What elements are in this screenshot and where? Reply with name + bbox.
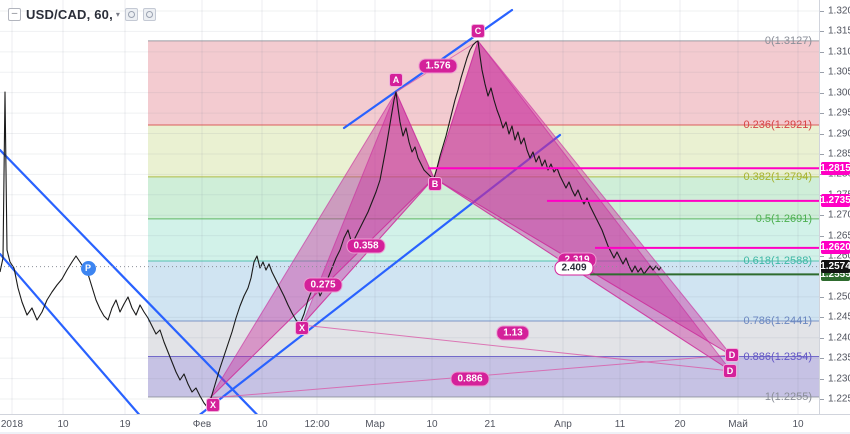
price-tick-label: 1.3050: [828, 66, 850, 78]
fib-zone: [148, 260, 819, 321]
chevron-down-icon[interactable]: ▾: [115, 10, 120, 19]
price-tick-mark: [820, 296, 824, 298]
price-tick-mark: [820, 113, 824, 115]
price-tick-label: 1.2850: [828, 148, 850, 160]
fib-zone: [148, 40, 819, 125]
fib-level-label: 1(1.2255): [764, 390, 812, 403]
collapse-button[interactable]: –: [8, 8, 21, 21]
pattern-point-label[interactable]: D: [723, 364, 737, 378]
pattern-ratio-label[interactable]: 0.275: [303, 277, 343, 293]
price-tick-mark: [820, 72, 824, 74]
price-tick-mark: [820, 398, 824, 400]
legend-icon-1[interactable]: [124, 8, 138, 21]
price-tick-label: 1.2400: [828, 332, 850, 344]
fib-zone: [148, 218, 819, 261]
price-tick-mark: [820, 31, 824, 33]
price-axis-tag: 1.2735: [820, 194, 850, 208]
last-price-tag: 1.2574: [820, 260, 850, 274]
time-tick-label: 12:00: [304, 419, 330, 430]
time-tick-label: 10: [256, 419, 268, 430]
time-tick-label: 11: [614, 419, 626, 430]
fib-level-label: 0.236(1.2921): [743, 118, 813, 131]
time-tick-label: 10: [426, 419, 438, 430]
price-tick-label: 1.2300: [828, 373, 850, 385]
price-tick-label: 1.3200: [828, 5, 850, 17]
time-axis[interactable]: 2018 10 19 Фев 10 12:00 Мар 10 21 Апр 11 20 Май 10: [0, 414, 850, 434]
price-tick-mark: [820, 337, 824, 339]
price-series: [0, 40, 662, 409]
fib-level-label: 0.382(1.2794): [743, 170, 813, 183]
pattern-ratio-label[interactable]: 1.13: [496, 325, 530, 341]
price-axis-tag: 1.2815: [820, 161, 850, 175]
price-tick-mark: [820, 256, 824, 258]
price-tick-mark: [820, 92, 824, 94]
price-tick-label: 1.3100: [828, 46, 850, 58]
time-tick-label: 19: [119, 419, 131, 430]
fib-zone: [148, 320, 819, 357]
price-tick-label: 1.2250: [828, 393, 850, 405]
time-tick-label: 21: [484, 419, 496, 430]
fib-level-label: 0.886(1.2354): [743, 350, 813, 363]
pattern-ratio-label[interactable]: 0.886: [450, 371, 490, 387]
time-tick-label: Апр: [554, 419, 572, 430]
pattern-point-label[interactable]: C: [471, 24, 485, 38]
price-tick-label: 1.2950: [828, 107, 850, 119]
pattern-ratio-label[interactable]: 2.409: [554, 260, 594, 276]
price-axis[interactable]: 1.3200 1.3150 1.3100 1.3050 1.3000 1.2950 1.29…: [819, 0, 850, 414]
legend: – USD/CAD, 60, ▾: [8, 7, 156, 22]
price-tick-label: 1.2450: [828, 311, 850, 323]
chart-overlays: 0(1.3127) 0.236(1.2921) 0.382(1.2794) 0.5(1…: [80, 24, 813, 412]
price-tick-label: 1.2650: [828, 230, 850, 242]
price-tick-label: 1.2600: [828, 250, 850, 262]
trend-line[interactable]: [173, 133, 562, 434]
pattern-connector-line[interactable]: [301, 324, 732, 372]
fib-level-label: 0(1.3127): [764, 34, 812, 47]
pattern-point-label[interactable]: D: [725, 348, 739, 362]
time-tick-label: Май: [728, 419, 748, 430]
point-marker-p[interactable]: P: [80, 260, 96, 276]
fib-zone: [148, 176, 819, 219]
time-axis-strip: [0, 432, 850, 434]
price-tick-mark: [820, 215, 824, 217]
time-tick-label: 10: [57, 419, 69, 430]
pattern-point-label[interactable]: X: [206, 398, 220, 412]
fib-level-label: 0.618(1.2588): [743, 254, 813, 267]
time-tick-label: Мар: [365, 419, 385, 430]
price-tick-mark: [820, 378, 824, 380]
fib-level-label: 0.5(1.2691): [755, 212, 812, 225]
price-axis-tag: 1.2620: [820, 241, 850, 255]
circle-icon: [127, 11, 135, 18]
fib-level-label: 0.786(1.2441): [743, 314, 813, 327]
price-tick-mark: [820, 51, 824, 53]
price-tick-label: 1.2900: [828, 128, 850, 140]
time-tick-label: Фев: [192, 419, 212, 430]
price-tick-mark: [820, 133, 824, 135]
trend-line[interactable]: [0, 252, 158, 434]
price-tick-label: 1.2500: [828, 291, 850, 303]
price-tick-mark: [820, 174, 824, 176]
legend-icon-2[interactable]: [142, 8, 156, 21]
time-tick-label: 2018: [0, 419, 24, 430]
pattern-point-label[interactable]: A: [389, 73, 403, 87]
price-tick-label: 1.3000: [828, 87, 850, 99]
price-tick-mark: [820, 11, 824, 12]
time-tick-label: 10: [792, 419, 804, 430]
price-tick-mark: [820, 317, 824, 319]
symbol-title[interactable]: USD/CAD, 60,: [26, 7, 113, 22]
price-tick-label: 1.2700: [828, 209, 850, 221]
circle-icon: [145, 11, 153, 18]
price-tick-mark: [820, 153, 824, 155]
trend-line[interactable]: [0, 148, 274, 432]
price-tick-mark: [820, 358, 824, 360]
price-tick-mark: [820, 235, 824, 237]
pattern-ratio-label[interactable]: 1.576: [418, 58, 458, 74]
time-tick-label: 20: [674, 419, 686, 430]
pattern-point-label[interactable]: X: [295, 321, 309, 335]
pattern-ratio-label[interactable]: 0.358: [346, 238, 386, 254]
pattern-point-label[interactable]: B: [428, 177, 442, 191]
price-tick-label: 1.3150: [828, 25, 850, 37]
price-tick-label: 1.2350: [828, 352, 850, 364]
